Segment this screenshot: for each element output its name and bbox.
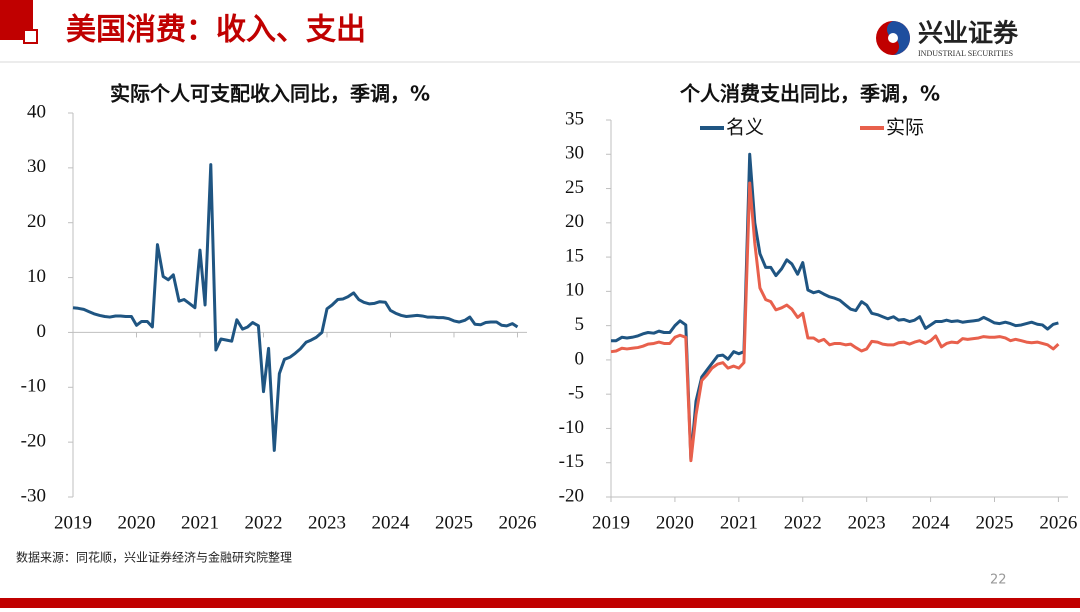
x-tick-label: 2024 (371, 512, 410, 533)
source-note: 数据来源：同花顺，兴业证券经济与金融研究院整理 (16, 550, 292, 565)
x-tick-label: 2019 (592, 512, 630, 533)
y-tick-label: 20 (27, 211, 46, 232)
logo: 兴业证券 INDUSTRIAL SECURITIES (876, 19, 1019, 58)
y-tick-label: 10 (27, 266, 46, 287)
data-line (611, 152, 1059, 461)
y-tick-label: 35 (565, 108, 584, 129)
y-tick-label: 40 (27, 101, 46, 122)
x-tick-label: 2022 (244, 512, 282, 533)
y-tick-label: -20 (21, 431, 46, 452)
y-tick-label: 0 (37, 321, 47, 342)
x-tick-label: 2023 (308, 512, 346, 533)
y-tick-label: 20 (565, 211, 584, 232)
legend-label: 名义 (726, 117, 764, 139)
data-line (72, 163, 519, 452)
header-title: 美国消费：收入、支出 (66, 13, 366, 48)
x-tick-label: 2025 (975, 512, 1013, 533)
header-square (23, 29, 38, 44)
legend-label: 实际 (886, 117, 924, 139)
y-tick-label: 5 (575, 314, 585, 335)
y-tick-label: 15 (565, 245, 584, 266)
y-tick-label: 0 (575, 348, 585, 369)
y-tick-label: -30 (21, 485, 46, 506)
x-tick-label: 2023 (848, 512, 886, 533)
y-tick-label: 25 (565, 177, 584, 198)
logo-name: 兴业证券 (918, 19, 1019, 48)
x-tick-label: 2020 (117, 512, 155, 533)
x-tick-label: 2021 (181, 512, 219, 533)
x-tick-label: 2024 (912, 512, 951, 533)
page-number: 22 (990, 573, 1007, 588)
chart: 个人消费支出同比，季调，%-20-15-10-50510152025303520… (559, 82, 1078, 534)
y-tick-label: 30 (27, 156, 46, 177)
chart-title: 实际个人可支配收入同比，季调，% (110, 82, 430, 106)
x-tick-label: 2026 (1039, 512, 1077, 533)
y-tick-label: -10 (559, 417, 584, 438)
logo-dot (888, 33, 898, 43)
x-tick-label: 2019 (54, 512, 92, 533)
x-tick-label: 2026 (498, 512, 536, 533)
logo-swirl (886, 21, 910, 55)
y-tick-label: 30 (565, 143, 584, 164)
y-tick-label: 10 (565, 280, 584, 301)
x-tick-label: 2022 (784, 512, 822, 533)
y-tick-label: -5 (568, 383, 584, 404)
y-tick-label: -15 (559, 451, 584, 472)
chart-title: 个人消费支出同比，季调，% (679, 82, 940, 106)
y-tick-label: -10 (21, 376, 46, 397)
y-tick-label: -20 (559, 485, 584, 506)
x-tick-label: 2020 (656, 512, 694, 533)
chart: 实际个人可支配收入同比，季调，% -30 -20 -10 0 10 20 30 40 2019 20… (21, 82, 537, 534)
footer-bar (0, 598, 1080, 608)
x-tick-label: 2025 (435, 512, 473, 533)
logo-subtitle: INDUSTRIAL SECURITIES (918, 49, 1013, 58)
data-line (610, 181, 1060, 463)
x-tick-label: 2021 (720, 512, 758, 533)
